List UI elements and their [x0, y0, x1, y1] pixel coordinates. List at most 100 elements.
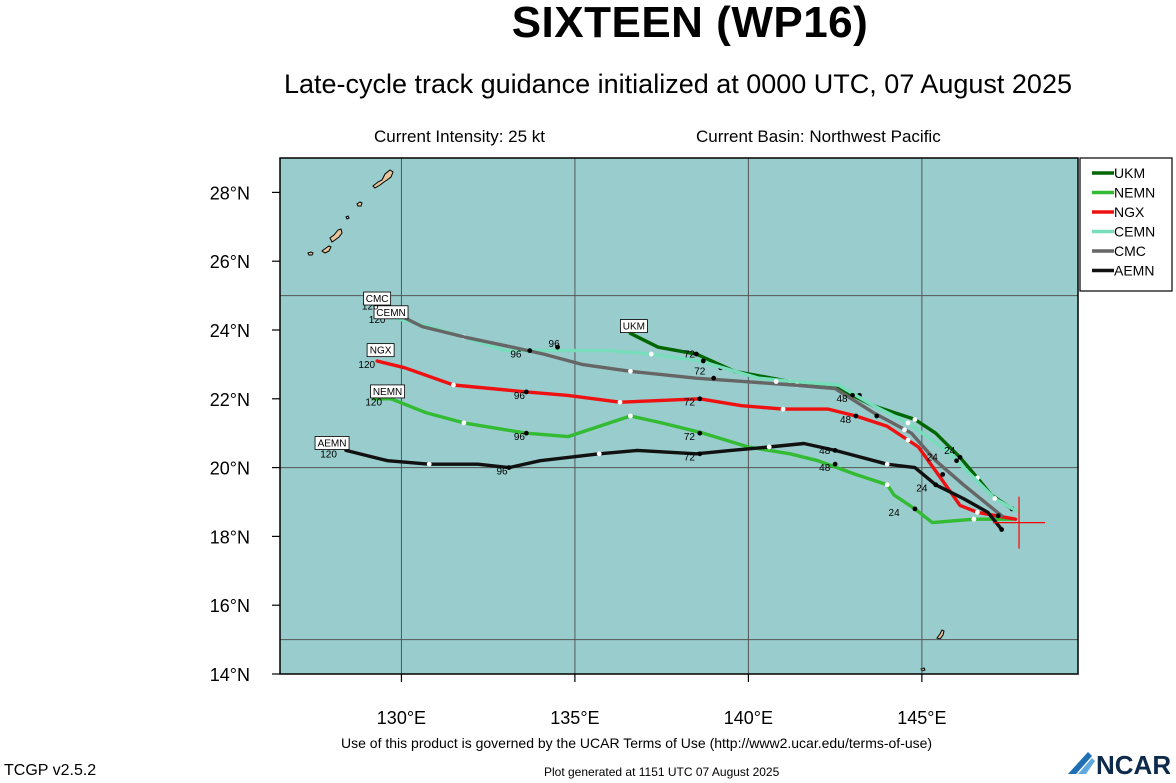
track-point	[426, 461, 432, 467]
track-point	[523, 389, 529, 395]
forecast-hour-label: 120	[362, 301, 379, 312]
track-point	[874, 413, 880, 419]
legend-label: CEMN	[1114, 224, 1155, 240]
model-tracks	[344, 307, 1021, 532]
forecast-hour-label: 72	[684, 350, 696, 361]
track-point	[850, 392, 855, 398]
model-label-ngx: NGX	[370, 346, 392, 357]
forecast-hour-label: 72	[684, 432, 696, 443]
current-intensity: Current Intensity: 25 kt	[374, 127, 546, 146]
track-point	[523, 430, 529, 436]
ncar-logo: NCAR	[1062, 744, 1171, 780]
x-tick-label: 140°E	[724, 708, 773, 728]
track-point	[461, 420, 467, 426]
forecast-hour-label: 24	[916, 484, 928, 495]
legend-label: CMC	[1114, 243, 1146, 259]
forecast-hour-label: 72	[694, 367, 706, 378]
y-tick-label: 26°N	[210, 252, 250, 272]
forecast-hour-label: 120	[320, 449, 337, 460]
forecast-hour-label: 48	[837, 394, 849, 405]
legend-label: UKM	[1114, 165, 1145, 181]
current-position-marker	[993, 496, 1046, 549]
island	[936, 629, 945, 640]
track-point	[912, 417, 918, 422]
chart-subtitle: Late-cycle track guidance initialized at…	[284, 69, 1072, 99]
model-label-cmc: CMC	[366, 294, 389, 305]
y-tick-label: 16°N	[210, 596, 250, 616]
track-point	[697, 430, 703, 436]
island	[356, 201, 363, 207]
y-tick-label: 28°N	[210, 183, 250, 203]
model-label-box	[373, 305, 409, 320]
y-tick-label: 24°N	[210, 321, 250, 341]
track-point	[506, 465, 512, 470]
forecast-hour-label: 96	[514, 432, 526, 443]
plot-frame	[279, 157, 1079, 675]
ocean-background	[280, 158, 1078, 674]
model-label-nemn: NEMN	[373, 387, 402, 398]
model-label-ukm: UKM	[623, 322, 645, 333]
model-label-box	[363, 291, 392, 306]
island	[372, 169, 394, 189]
track-line-cmc	[385, 307, 1004, 518]
terms-of-use: Use of this product is governed by the U…	[341, 735, 933, 751]
track-point	[693, 351, 699, 357]
forecast-hour-label: 24	[889, 508, 901, 519]
ncar-logo-icon: NCAR	[1068, 750, 1171, 780]
model-label-aemn: AEMN	[318, 439, 347, 450]
forecast-hour-label: 24	[944, 446, 956, 457]
forecast-hour-label: 48	[840, 415, 852, 426]
track-point	[711, 375, 717, 381]
track-point	[884, 461, 890, 467]
track-point	[700, 358, 706, 364]
track-point	[780, 406, 786, 412]
track-point	[902, 427, 907, 433]
track-point	[957, 454, 963, 460]
track-point	[773, 379, 779, 384]
y-tick-label: 20°N	[210, 459, 250, 479]
track-point	[884, 482, 890, 488]
forecast-hour-label: 96	[514, 391, 526, 402]
model-label-box	[619, 319, 648, 333]
track-point	[912, 506, 918, 512]
track-point	[853, 413, 859, 419]
track-point	[628, 368, 633, 374]
forecast-hour-label: 72	[684, 398, 696, 409]
track-point	[905, 420, 911, 426]
track-point	[974, 509, 980, 515]
track-point	[971, 516, 977, 522]
track-point	[527, 348, 533, 354]
version-label: TCGP v2.5.2	[4, 762, 97, 779]
track-point	[555, 344, 560, 350]
track-point	[766, 444, 772, 450]
track-line-cemn	[385, 314, 1021, 514]
forecast-hour-label: 96	[549, 339, 561, 350]
forecast-hour-label: 72	[684, 453, 696, 464]
track-point	[999, 527, 1005, 532]
island	[321, 245, 332, 254]
legend: UKM NEMN NGX CEMN CMC AEMN	[1079, 157, 1173, 292]
track-point	[451, 382, 456, 388]
y-tick-label: 18°N	[210, 527, 250, 547]
track-point	[596, 451, 602, 457]
forecast-hour-label: 48	[819, 463, 831, 474]
track-point	[995, 513, 1001, 519]
forecast-hour-label: 120	[365, 398, 382, 409]
forecast-hour-label: 96	[510, 350, 522, 361]
track-point	[832, 448, 838, 453]
track-point	[905, 437, 911, 443]
x-tick-label: 130°E	[377, 708, 426, 728]
logo-text: NCAR	[1096, 750, 1170, 778]
generated-time: Plot generated at 1151 UTC 07 August 202…	[544, 765, 780, 779]
forecast-hour-label: 120	[358, 360, 375, 371]
x-tick-label: 135°E	[550, 708, 599, 728]
x-axis: 130°E 135°E 140°E 145°E	[377, 674, 946, 728]
forecast-hour-label: 24	[927, 453, 939, 464]
current-basin: Current Basin: Northwest Pacific	[696, 127, 941, 146]
track-point	[940, 472, 946, 477]
y-tick-label: 22°N	[210, 390, 250, 410]
legend-label: AEMN	[1114, 263, 1154, 279]
track-point	[954, 458, 959, 464]
track-point	[628, 413, 633, 419]
track-point	[648, 351, 654, 357]
